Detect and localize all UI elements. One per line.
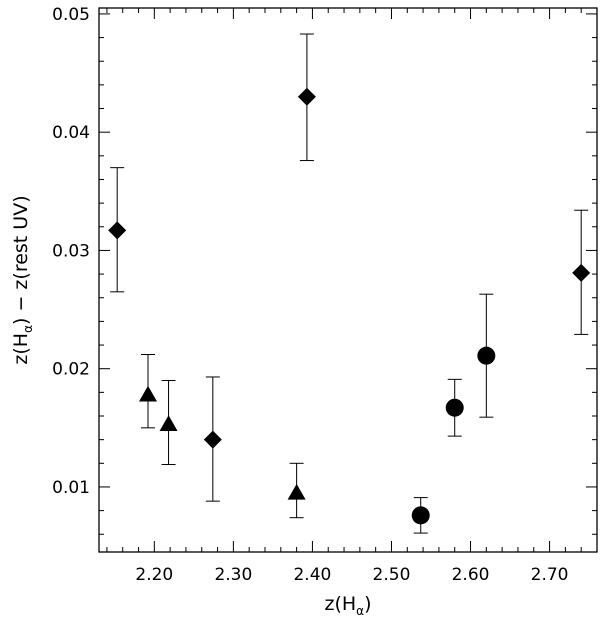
x-tick-label: 2.30: [214, 565, 252, 585]
circle-point: [411, 506, 430, 525]
x-tick-label: 2.70: [531, 565, 569, 585]
diamond-point: [297, 87, 316, 106]
x-tick-label: 2.40: [293, 565, 331, 585]
y-tick-label: 0.04: [52, 123, 90, 143]
plot-frame: [98, 7, 598, 553]
x-axis-title: z(Hα): [324, 593, 371, 618]
plot-frame-group: [98, 7, 598, 553]
x-tick-label: 2.50: [373, 565, 411, 585]
triangle-point: [159, 415, 178, 432]
triangle-point: [139, 385, 158, 402]
diamond-point: [108, 221, 127, 240]
circle-point: [477, 346, 496, 365]
x-tick-label: 2.20: [135, 565, 173, 585]
tick-labels-group: 2.20 2.30 2.40 2.50 2.60 2.70 0.01 0.02 0.03 0.04…: [52, 5, 568, 585]
diamond-point: [572, 263, 591, 282]
y-tick-label: 0.02: [52, 360, 90, 380]
circle-point: [445, 398, 464, 417]
markers-group: [108, 87, 591, 525]
y-tick-label: 0.01: [52, 478, 90, 498]
diamond-point: [203, 430, 222, 449]
y-tick-label: 0.03: [52, 241, 90, 261]
y-axis-title: z(Hα) − z(rest UV): [10, 195, 35, 364]
x-tick-label: 2.60: [452, 565, 490, 585]
y-tick-label: 0.05: [52, 5, 90, 25]
triangle-point: [287, 483, 306, 500]
errorbars-group: [110, 33, 589, 534]
ticks-group: [99, 8, 598, 552]
